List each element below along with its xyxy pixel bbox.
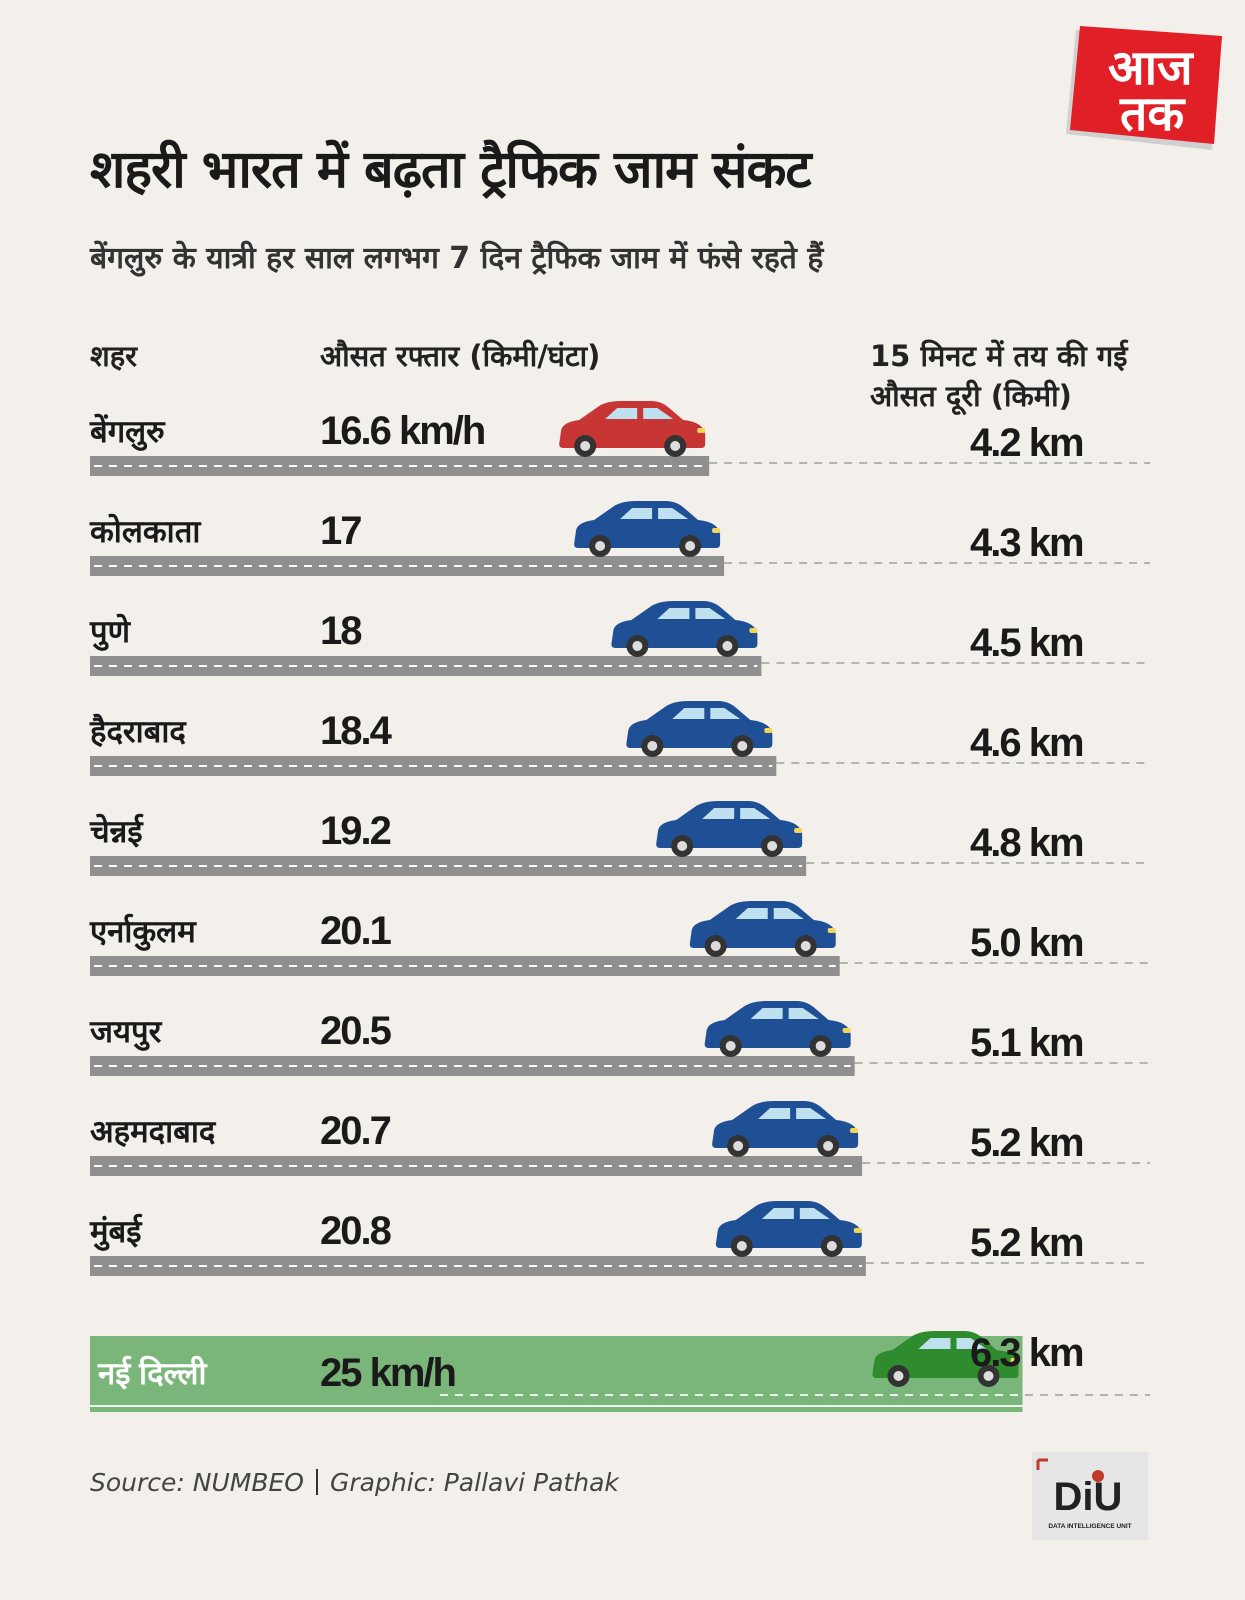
chart-row: एर्नाकुलम 20.1 5.0 km [89, 901, 1150, 976]
distance-label: 5.2 km [970, 1121, 1083, 1165]
road-bar [90, 756, 777, 776]
speed-label: 18 [320, 609, 362, 653]
car-icon [611, 601, 758, 657]
diu-logo-text: DiU [1054, 1475, 1123, 1519]
city-label: चेन्नई [89, 813, 144, 849]
speed-label: 20.8 [320, 1209, 392, 1253]
city-label: बेंगलुरु [89, 413, 166, 451]
city-label: जयपुर [89, 1014, 163, 1051]
source-credit: Source: NUMBEO [90, 1468, 304, 1497]
speed-label: 16.6 km/h [320, 409, 484, 453]
diu-logo: DiU DATA INTELLIGENCE UNIT [1032, 1452, 1148, 1540]
chart-row: हैदराबाद 18.4 4.6 km [89, 701, 1150, 776]
diu-dot-icon [1092, 1470, 1104, 1482]
chart-row: नई दिल्ली 25 km/h 6.3 km [90, 1331, 1150, 1412]
footer-credits: Source: NUMBEO Graphic: Pallavi Pathak [90, 1468, 619, 1497]
distance-label: 6.3 km [970, 1331, 1083, 1375]
page-subtitle: बेंगलुरु के यात्री हर साल लगभग 7 दिन ट्र… [90, 241, 824, 276]
speed-label: 20.7 [320, 1109, 391, 1153]
distance-label: 4.6 km [970, 721, 1083, 765]
city-label: एर्नाकुलम [89, 913, 197, 951]
speed-label: 20.5 [320, 1009, 392, 1053]
road-bar [90, 956, 840, 976]
speed-label: 17 [320, 509, 361, 553]
logo-text-top: आज [1108, 42, 1195, 95]
distance-label: 5.2 km [970, 1221, 1083, 1265]
car-icon [715, 1201, 862, 1257]
car-icon [656, 801, 803, 857]
footer-separator [315, 1469, 318, 1495]
distance-label: 4.2 km [970, 421, 1083, 465]
car-icon [559, 401, 706, 457]
chart-row: मुंबई 20.8 5.2 km [89, 1201, 1150, 1276]
page-title: शहरी भारत में बढ़ता ट्रैफिक जाम संकट [90, 140, 812, 200]
city-label: पुणे [89, 613, 132, 651]
city-label: नई दिल्ली [97, 1355, 208, 1391]
city-label: अहमदाबाद [90, 1114, 217, 1149]
speed-label: 20.1 [320, 909, 392, 953]
chart-row: पुणे 18 4.5 km [89, 601, 1150, 676]
road-bar [90, 1256, 866, 1276]
car-icon [574, 501, 721, 557]
column-header-city: शहर [90, 339, 137, 373]
chart-row: जयपुर 20.5 5.1 km [89, 1001, 1150, 1076]
graphic-credit: Graphic: Pallavi Pathak [329, 1468, 619, 1497]
road-bar [90, 556, 725, 576]
car-icon [704, 1001, 851, 1057]
city-label: हैदराबाद [89, 713, 187, 749]
logo-background [1070, 26, 1222, 144]
city-label: मुंबई [89, 1213, 143, 1251]
chart-row: बेंगलुरु 16.6 km/h 4.2 km [89, 401, 1150, 476]
column-header-distance: 15 मिनट में तय की गई औसत दूरी (किमी) [870, 336, 1127, 416]
chart-row: चेन्नई 19.2 4.8 km [89, 801, 1150, 876]
chart-row: अहमदाबाद 20.7 5.2 km [90, 1101, 1150, 1176]
aajtak-logo: आज तक [1066, 26, 1222, 150]
column-header-speed: औसत रफ्तार (किमी/घंटा) [320, 339, 601, 373]
speed-label: 19.2 [320, 809, 391, 853]
column-header-distance-line1: 15 मिनट में तय की गई [870, 339, 1128, 373]
car-icon [872, 1331, 1019, 1387]
distance-label: 4.8 km [970, 821, 1083, 865]
road-bar [90, 856, 807, 876]
distance-label: 4.5 km [970, 621, 1083, 665]
distance-label: 5.0 km [970, 921, 1083, 965]
chart-row: कोलकाता 17 4.3 km [89, 501, 1150, 576]
car-icon [712, 1101, 859, 1157]
distance-label: 4.3 km [970, 521, 1083, 565]
distance-label: 5.1 km [970, 1021, 1083, 1065]
logo-text-bottom: तक [1119, 88, 1186, 141]
column-header-distance-line2: औसत दूरी (किमी) [870, 379, 1072, 413]
diu-tagline: DATA INTELLIGENCE UNIT [1048, 1523, 1131, 1530]
car-icon [689, 901, 836, 957]
speed-label: 18.4 [320, 709, 393, 753]
road-bar-highlight [90, 1336, 1023, 1412]
speed-label: 25 km/h [320, 1351, 455, 1395]
city-label: कोलकाता [89, 513, 201, 549]
car-icon [626, 701, 773, 757]
